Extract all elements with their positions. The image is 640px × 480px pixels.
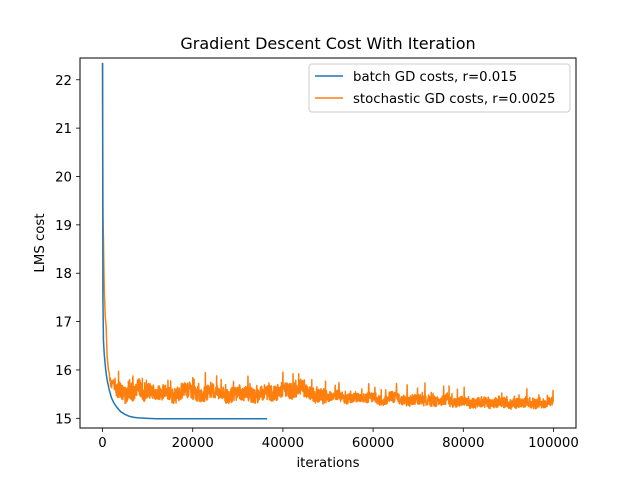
legend: batch GD costs, r=0.015 stochastic GD cos… [308, 63, 571, 113]
y-tick-label: 22 [55, 74, 72, 89]
plot-area-frame [79, 57, 577, 429]
legend-entry: stochastic GD costs, r=0.0025 [353, 92, 555, 107]
chart-title: Gradient Descent Cost With Iteration [180, 34, 475, 53]
x-tick-label: 20000 [172, 436, 214, 451]
x-tick-label: 100000 [528, 436, 579, 451]
y-tick-label: 17 [55, 316, 72, 331]
y-tick-label: 16 [55, 364, 72, 379]
y-tick-label: 19 [55, 219, 72, 234]
y-tick-label: 20 [55, 170, 72, 185]
y-tick-label: 18 [55, 267, 72, 282]
legend-entry: batch GD costs, r=0.015 [353, 70, 517, 85]
y-axis-label: LMS cost [33, 213, 48, 272]
x-axis-label: iterations [296, 456, 359, 471]
series-line-batch [101, 62, 268, 420]
series-line-stochastic [101, 62, 554, 410]
y-tick-label: 21 [55, 122, 72, 137]
x-tick-label: 0 [98, 436, 106, 451]
x-axis: 0 20000 40000 60000 80000 100000 [98, 428, 579, 451]
x-tick-label: 40000 [262, 436, 304, 451]
y-axis: 15 16 17 18 19 20 21 22 [55, 74, 80, 427]
x-tick-label: 80000 [442, 436, 484, 451]
legend-frame [308, 63, 571, 113]
y-tick-label: 15 [55, 412, 72, 427]
x-tick-label: 60000 [352, 436, 394, 451]
